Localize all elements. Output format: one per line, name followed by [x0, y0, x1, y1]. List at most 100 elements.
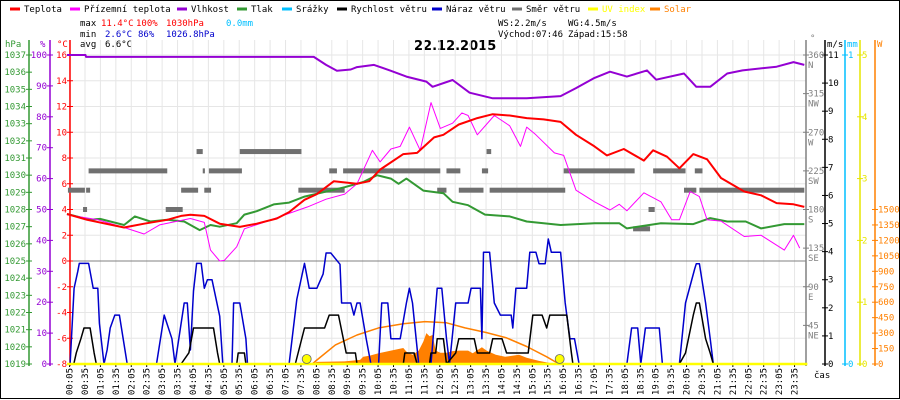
axis-wind-tick-label: 10 [828, 79, 839, 89]
x-tick-label: 06:35 [266, 368, 276, 395]
axis-unit-ms: m/s [827, 40, 843, 50]
axis-pressure-tick-label: 1033 [4, 120, 26, 130]
wind-direction-segment [486, 149, 492, 155]
series-solar-max--line [311, 320, 560, 365]
data-marks [66, 54, 808, 366]
wind-direction-segment [481, 168, 489, 174]
x-tick-label: 04:35 [204, 368, 214, 395]
axis-temperature-tick-label: 8 [62, 154, 67, 164]
axis-pressure-tick-label: 1027 [4, 223, 26, 233]
x-tick-label: 18:05 [621, 368, 631, 395]
x-tick-label: 03:05 [158, 368, 168, 395]
x-tick-label: 05:35 [235, 368, 245, 395]
wind-direction-segment [181, 187, 199, 193]
x-tick-label: 20:05 [683, 368, 693, 395]
stats-max-temp: 11.4°C [101, 19, 134, 29]
x-tick-label: 15:05 [528, 368, 538, 395]
axis-humidity-tick-label: 50 [36, 206, 47, 216]
axis-wind-tick-label: 7 [828, 163, 833, 173]
x-tick-label: 13:35 [482, 368, 492, 395]
stats-block: max 11.4°C 100% 1030hPa 0.0mm min 2.6°C … [80, 19, 628, 50]
x-tick-label: 12:35 [451, 368, 461, 395]
series-p-zemn-teplota-line [66, 102, 801, 262]
x-tick-label: 12:05 [436, 368, 446, 395]
axis-solar-tick-label: 1500 [878, 206, 900, 216]
legend-label: Rychlost větru [351, 5, 427, 15]
axis-pressure-tick-label: 1029 [4, 188, 26, 198]
stats-min-hum: 86% [138, 30, 155, 40]
legend-label: Náraz větru [446, 5, 506, 15]
axis-direction-compass-label: NE [808, 331, 819, 341]
wind-direction-segment [83, 207, 88, 212]
axis-direction-tick-label: 180 [808, 206, 824, 216]
axis-pressure-tick-label: 1021 [4, 326, 26, 336]
wind-direction-segment [694, 168, 703, 174]
axis-temperature-tick-label: -8 [56, 360, 67, 370]
x-tick-label: 09:05 [343, 368, 353, 395]
x-tick-label: 17:05 [590, 368, 600, 395]
axis-direction-compass-label: NW [808, 100, 819, 110]
axis-wind-tick-label: 6 [828, 191, 833, 201]
legend-label: Teplota [24, 5, 62, 15]
x-tick-label: 11:35 [420, 368, 430, 395]
axis-temperature-tick-label: -6 [56, 334, 67, 344]
axis-wind-tick-label: 4 [828, 248, 833, 258]
stats-avg-label: avg [80, 40, 96, 50]
x-tick-label: 04:05 [189, 368, 199, 395]
axis-pressure-tick-label: 1028 [4, 206, 26, 216]
axis-humidity-tick-label: 70 [36, 144, 47, 154]
wind-direction-segment [239, 149, 302, 155]
axis-solar-tick-label: 1200 [878, 236, 900, 246]
x-tick-label: 16:35 [575, 368, 585, 395]
x-tick-label: 19:35 [667, 368, 677, 395]
axis-unit-time: čas [814, 370, 830, 381]
legend-label: Tlak [251, 5, 273, 15]
x-tick-label: 16:05 [559, 368, 569, 395]
x-tick-label: 17:35 [605, 368, 615, 395]
axis-solar-tick-label: 600 [878, 298, 894, 308]
x-tick-label: 23:35 [791, 368, 801, 395]
x-tick-label: 03:35 [174, 368, 184, 395]
axis-uv-tick-label: 1 [862, 298, 867, 308]
axis-pressure-tick-label: 1026 [4, 240, 26, 250]
axis-uv-tick-label: 5 [862, 51, 867, 61]
wind-direction-segment [458, 187, 484, 193]
axis-direction-tick-label: 270 [808, 128, 824, 138]
axis-temperature-tick-label: 10 [56, 128, 67, 138]
axis-pressure-tick-label: 1025 [4, 257, 26, 267]
x-tick-label: 19:05 [652, 368, 662, 395]
x-tick-label: 18:35 [636, 368, 646, 395]
legend-label: Přízemní teplota [84, 5, 171, 15]
axis-unit-deg: ° [810, 34, 815, 44]
axis-solar-tick-label: 300 [878, 329, 894, 339]
wind-direction-segment [88, 168, 168, 174]
x-tick-label: 08:05 [312, 368, 322, 395]
stats-max-hum: 100% [136, 19, 158, 29]
x-tick-label: 21:35 [729, 368, 739, 395]
axis-direction-tick-label: 315 [808, 90, 824, 100]
axis-temperature-tick-label: -2 [56, 283, 67, 293]
x-tick-label: 21:05 [713, 368, 723, 395]
axes: 1019102010211022102310241025102610271028… [4, 40, 900, 395]
x-tick-label: 02:35 [143, 368, 153, 395]
axis-humidity-tick-label: 30 [36, 267, 47, 277]
axis-rain-tick-label: 0 [848, 360, 853, 370]
axis-wind-tick-label: 3 [828, 276, 833, 286]
axis-wind-tick-label: 1 [828, 332, 833, 342]
axis-unit-temp: °C [57, 40, 68, 50]
wind-direction-segment [653, 168, 686, 174]
stats-sunset: Západ:15:58 [568, 30, 628, 40]
axis-solar-tick-label: 1050 [878, 252, 900, 262]
axis-humidity-tick-label: 10 [36, 329, 47, 339]
x-tick-label: 10:35 [389, 368, 399, 395]
x-tick-label: 22:05 [744, 368, 754, 395]
x-tick-label: 01:05 [96, 368, 106, 395]
sunset-marker [554, 354, 565, 364]
axis-direction-tick-label: 360 [808, 51, 824, 61]
wind-direction-segment [86, 187, 91, 193]
axis-temperature-tick-label: 0 [62, 257, 67, 267]
axis-humidity-tick-label: 90 [36, 82, 47, 92]
axis-pressure-tick-label: 1035 [4, 85, 26, 95]
axis-direction-compass-label: SW [808, 177, 819, 187]
